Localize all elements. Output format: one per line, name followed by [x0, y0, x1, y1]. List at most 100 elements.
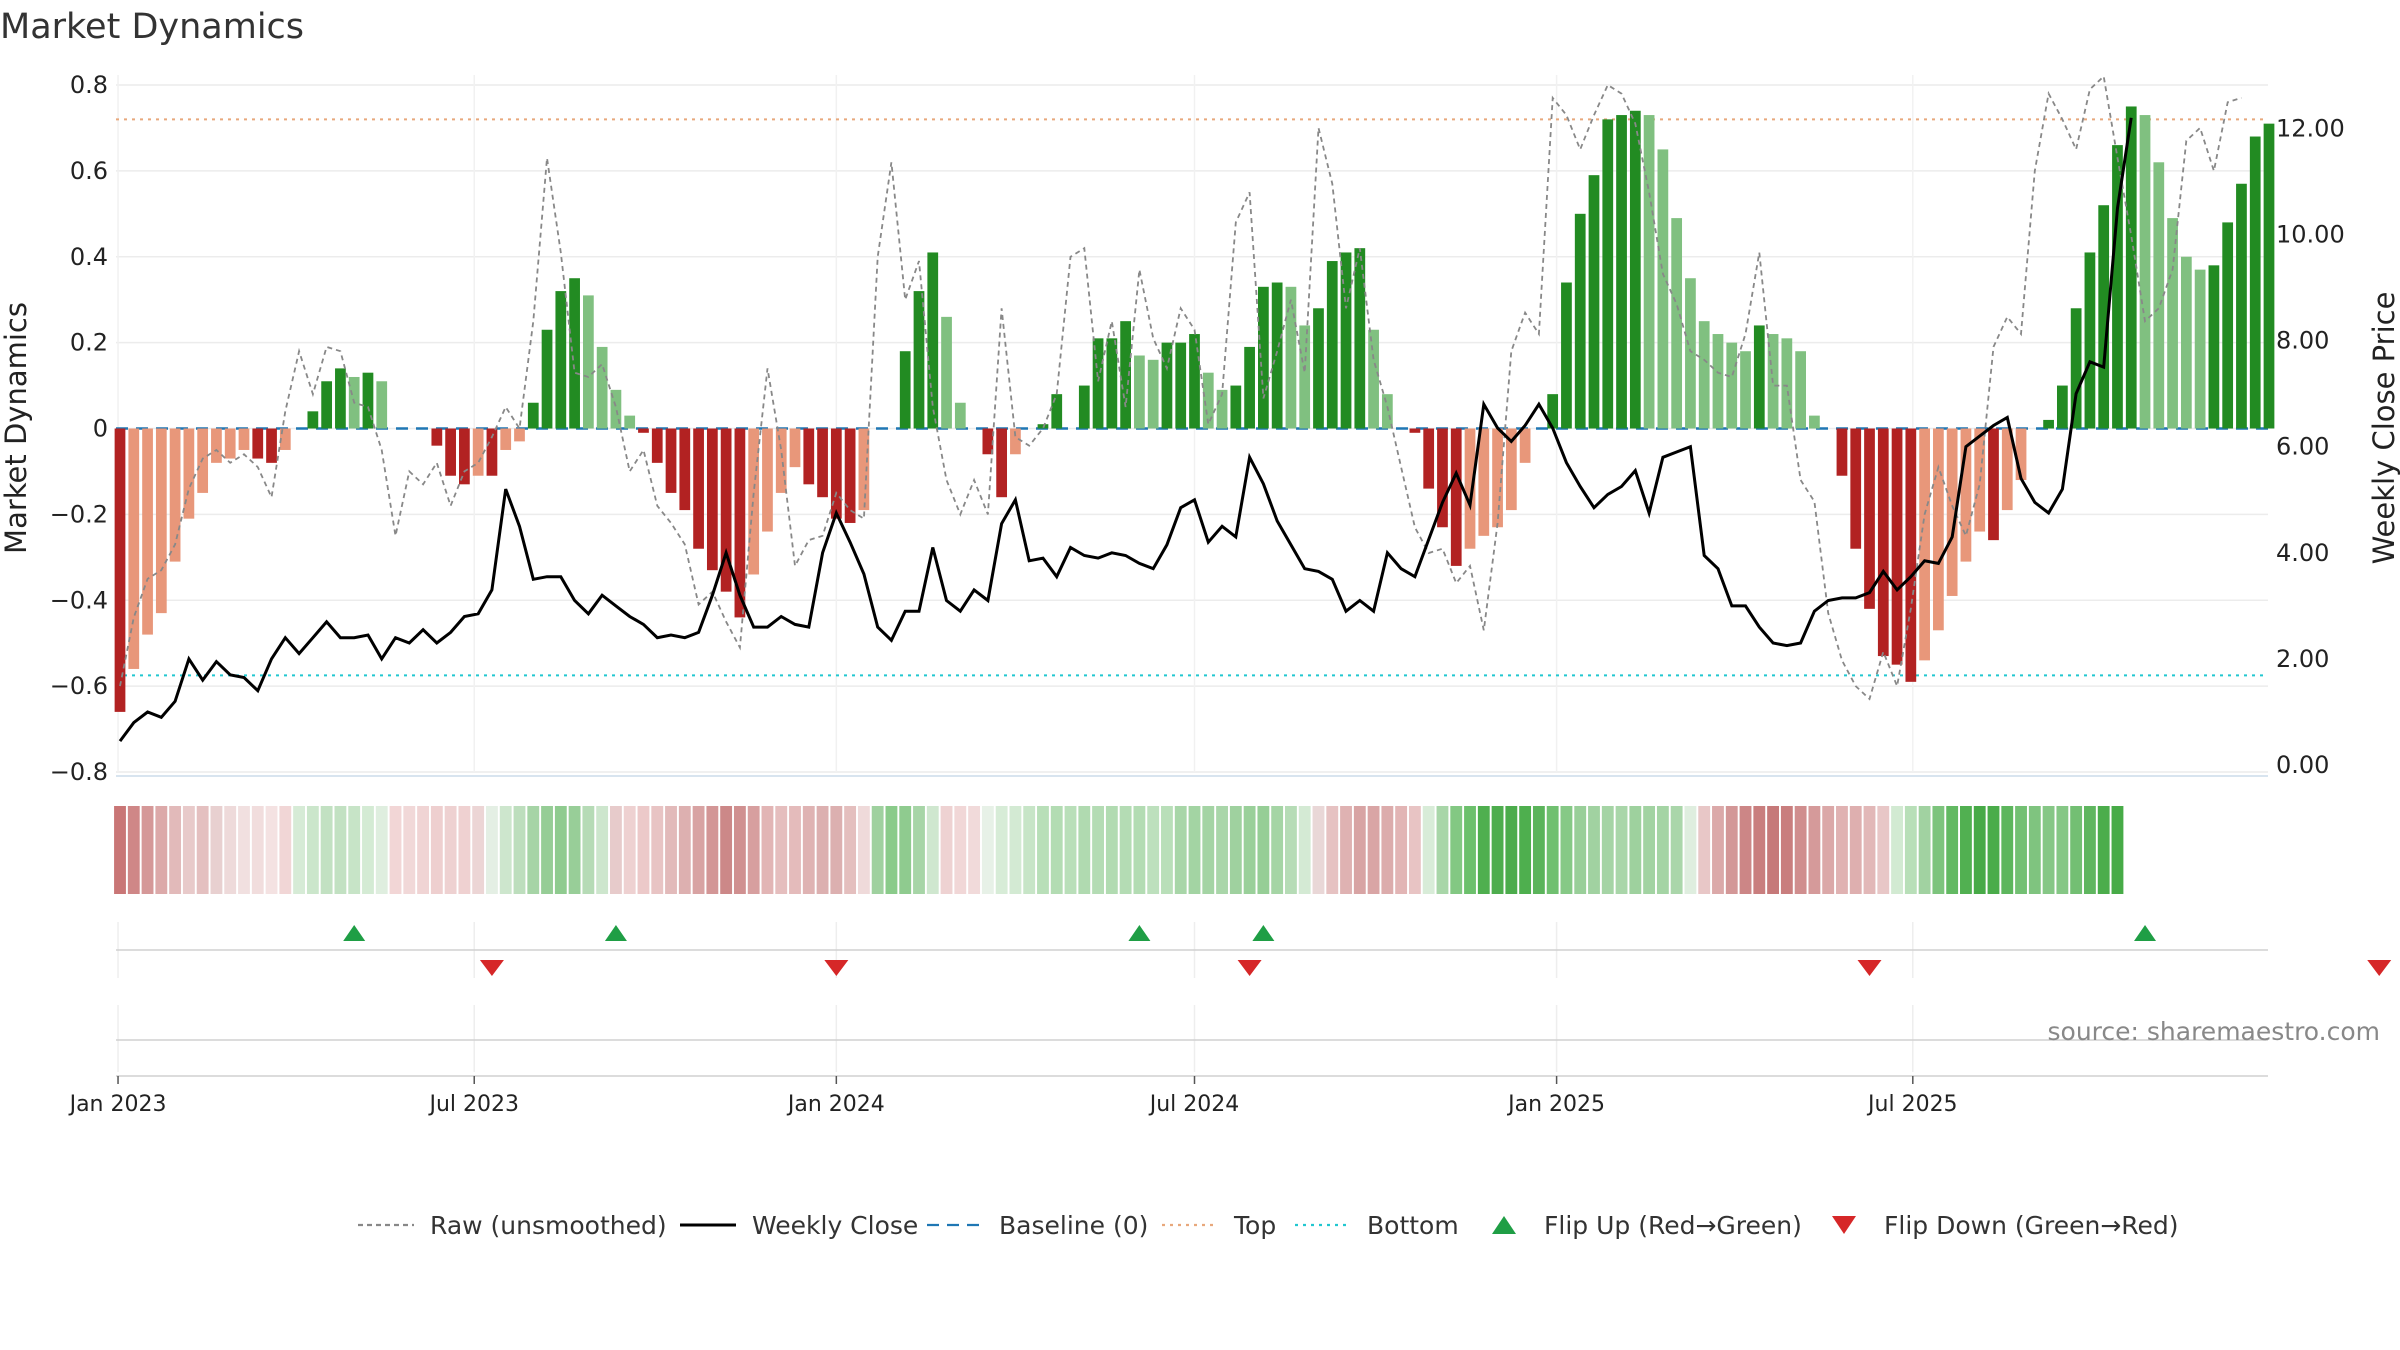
bar — [1326, 261, 1338, 429]
bar — [596, 346, 608, 429]
strip-cell — [196, 806, 209, 894]
legend-label: Flip Up (Red→Green) — [1544, 1211, 1802, 1240]
flip-up-marker — [343, 925, 366, 941]
strip-cell — [2083, 806, 2096, 894]
strip-cell — [1408, 806, 1421, 894]
bar — [2070, 308, 2082, 429]
bar — [1588, 175, 1600, 429]
strip-cell — [306, 806, 319, 894]
strip-cell — [1891, 806, 1903, 894]
strip-cell — [1477, 806, 1490, 894]
bar — [1795, 351, 1807, 429]
bar — [472, 428, 484, 476]
bar — [142, 428, 153, 635]
bar — [238, 428, 250, 450]
bar — [899, 351, 911, 429]
strip-cell — [1505, 806, 1518, 894]
bar — [1561, 282, 1572, 429]
y-tick-label: 0.6 — [70, 157, 108, 185]
bar — [913, 291, 925, 429]
regime-strip — [114, 806, 2124, 894]
strip-cell — [885, 806, 898, 894]
bar — [1092, 338, 1104, 429]
strip-cell — [1174, 806, 1187, 894]
legend-item: Flip Down (Green→Red) — [1832, 1211, 2179, 1240]
bar — [1299, 325, 1311, 429]
strip-cell — [1753, 806, 1766, 894]
y-tick-label: −0.6 — [50, 672, 108, 700]
strip-cell — [1932, 806, 1945, 894]
x-tick-label: Jan 2025 — [1506, 1092, 1605, 1117]
bar — [1381, 394, 1393, 429]
strip-cell — [1684, 806, 1697, 894]
legend-flip-down-icon — [1832, 1216, 1856, 1234]
bar — [1175, 342, 1187, 429]
strip-cell — [706, 806, 719, 894]
strip-cell — [954, 806, 967, 894]
strip-cell — [940, 806, 953, 894]
strip-cell — [182, 806, 195, 894]
strip-cell — [1973, 806, 1986, 894]
strip-cell — [1340, 806, 1352, 894]
bar — [610, 389, 622, 429]
strip-cell — [1519, 806, 1532, 894]
bar — [1919, 428, 1930, 661]
bar — [844, 428, 856, 523]
strip-cell — [362, 806, 374, 894]
bar — [2098, 205, 2110, 429]
strip-cell — [1161, 806, 1173, 894]
flip-up-marker — [604, 925, 627, 941]
strip-cell — [995, 806, 1008, 894]
y2-tick-label: 10.00 — [2276, 221, 2345, 249]
strip-cell — [417, 806, 429, 894]
bar — [1189, 334, 1200, 429]
bar — [1437, 428, 1448, 528]
bar — [1230, 385, 1242, 429]
bar — [2015, 428, 2027, 481]
strip-cell — [1574, 806, 1587, 894]
strip-cell — [1216, 806, 1228, 894]
bar — [2125, 106, 2137, 429]
bar — [1726, 342, 1738, 429]
strip-cell — [1271, 806, 1284, 894]
bar — [2001, 428, 2013, 511]
legend-item: Raw (unsmoothed) — [358, 1211, 667, 1240]
strip-cell — [1904, 806, 1917, 894]
strip-cell — [1601, 806, 1614, 894]
bar — [1740, 351, 1751, 429]
bar — [1519, 428, 1531, 463]
strip-cell — [2042, 806, 2055, 894]
bar — [335, 368, 346, 429]
bar — [1051, 394, 1063, 429]
strip-cell — [1037, 806, 1049, 894]
strip-cell — [733, 806, 746, 894]
strip-cell — [1243, 806, 1256, 894]
strip-cell — [609, 806, 622, 894]
bar — [665, 428, 677, 493]
strip-cell — [1794, 806, 1807, 894]
bar — [624, 415, 636, 429]
bar — [789, 428, 801, 468]
strip-cell — [444, 806, 457, 894]
x-tick-label: Jul 2023 — [427, 1092, 519, 1117]
strip-cell — [789, 806, 801, 894]
strip-cell — [458, 806, 471, 894]
strip-cell — [279, 806, 292, 894]
strip-cell — [499, 806, 512, 894]
bar — [1285, 286, 1297, 429]
bar — [982, 428, 994, 455]
strip-cell — [926, 806, 939, 894]
bar — [775, 428, 787, 493]
bar — [2263, 123, 2275, 429]
flip-up-marker — [2134, 925, 2157, 941]
y2-tick-label: 0.00 — [2276, 751, 2329, 779]
strip-cell — [1147, 806, 1160, 894]
strip-cell — [2015, 806, 2027, 894]
bar — [1271, 282, 1283, 429]
legend-label: Top — [1233, 1211, 1276, 1240]
y2-tick-label: 4.00 — [2276, 539, 2329, 567]
strip-cell — [1546, 806, 1559, 894]
strip-cell — [1808, 806, 1821, 894]
bar — [720, 428, 732, 592]
strip-cell — [2097, 806, 2110, 894]
